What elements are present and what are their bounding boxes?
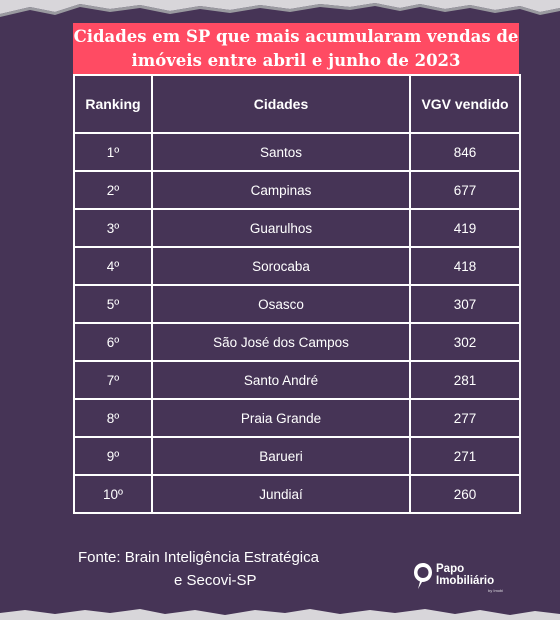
table-row: 7º Santo André 281 xyxy=(73,360,521,400)
logo-sub: by Imobi xyxy=(488,588,504,593)
torn-paper-top xyxy=(0,0,560,17)
table-row: 9º Barueri 271 xyxy=(73,436,521,476)
vgv-cell: 846 xyxy=(409,132,521,172)
city-cell: Campinas xyxy=(151,170,411,210)
city-cell: Sorocaba xyxy=(151,246,411,286)
vgv-cell: 271 xyxy=(409,436,521,476)
torn-paper-bottom xyxy=(0,609,560,620)
source-line-2: e Secovi-SP xyxy=(174,572,257,589)
title-line-1: Cidades em SP que mais acumularam vendas… xyxy=(73,26,519,46)
header-vgv: VGV vendido xyxy=(409,74,521,134)
papo-imobiliario-logo-icon xyxy=(414,563,432,589)
papo-imobiliario-logo: Papo Imobiliário by Imobi xyxy=(412,561,522,595)
city-cell: Santo André xyxy=(151,360,411,400)
ranking-table: Ranking Cidades VGV vendido 1º Santos 84… xyxy=(73,74,521,514)
vgv-cell: 277 xyxy=(409,398,521,438)
vgv-cell: 419 xyxy=(409,208,521,248)
vgv-cell: 281 xyxy=(409,360,521,400)
city-cell: Osasco xyxy=(151,284,411,324)
table-row: 6º São José dos Campos 302 xyxy=(73,322,521,362)
rank-cell: 1º xyxy=(73,132,153,172)
title-banner: Cidades em SP que mais acumularam vendas… xyxy=(73,23,519,74)
table-row: 10º Jundiaí 260 xyxy=(73,474,521,514)
rank-cell: 9º xyxy=(73,436,153,476)
header-ranking: Ranking xyxy=(73,74,153,134)
vgv-cell: 260 xyxy=(409,474,521,514)
city-cell: Santos xyxy=(151,132,411,172)
city-cell: Praia Grande xyxy=(151,398,411,438)
vgv-cell: 302 xyxy=(409,322,521,362)
rank-cell: 3º xyxy=(73,208,153,248)
rank-cell: 4º xyxy=(73,246,153,286)
logo-line-1: Papo xyxy=(436,563,465,575)
table-row: 5º Osasco 307 xyxy=(73,284,521,324)
city-cell: Barueri xyxy=(151,436,411,476)
title-line-2: imóveis entre abril e junho de 2023 xyxy=(131,50,461,70)
header-cidades: Cidades xyxy=(151,74,411,134)
table-row: 8º Praia Grande 277 xyxy=(73,398,521,438)
rank-cell: 6º xyxy=(73,322,153,362)
table-header-row: Ranking Cidades VGV vendido xyxy=(73,74,521,134)
city-cell: Jundiaí xyxy=(151,474,411,514)
city-cell: Guarulhos xyxy=(151,208,411,248)
table-row: 4º Sorocaba 418 xyxy=(73,246,521,286)
vgv-cell: 307 xyxy=(409,284,521,324)
rank-cell: 7º xyxy=(73,360,153,400)
rank-cell: 10º xyxy=(73,474,153,514)
source-note: Fonte: Brain Inteligência Estratégica e … xyxy=(78,546,378,592)
logo-wordmark: Papo Imobiliário xyxy=(436,563,494,587)
rank-cell: 5º xyxy=(73,284,153,324)
rank-cell: 8º xyxy=(73,398,153,438)
table-row: 3º Guarulhos 419 xyxy=(73,208,521,248)
logo-line-2: Imobiliário xyxy=(436,575,495,587)
source-line-1: Fonte: Brain Inteligência Estratégica xyxy=(78,549,319,566)
vgv-cell: 418 xyxy=(409,246,521,286)
city-cell: São José dos Campos xyxy=(151,322,411,362)
rank-cell: 2º xyxy=(73,170,153,210)
table-row: 1º Santos 846 xyxy=(73,132,521,172)
vgv-cell: 677 xyxy=(409,170,521,210)
table-row: 2º Campinas 677 xyxy=(73,170,521,210)
